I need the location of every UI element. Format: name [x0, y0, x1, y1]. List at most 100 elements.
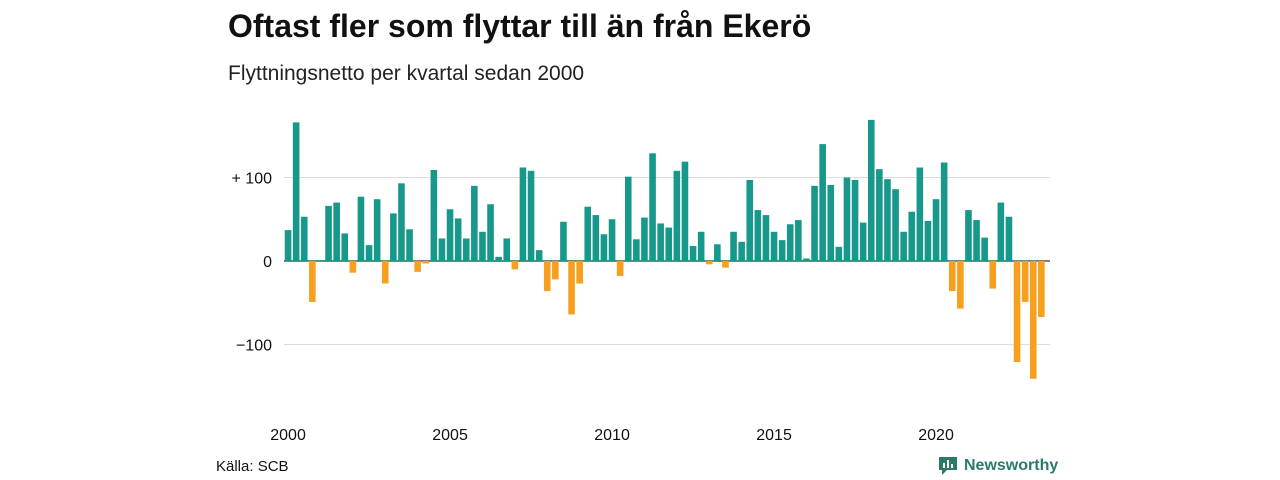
bar: [973, 220, 980, 261]
bar: [892, 189, 899, 261]
bar: [803, 258, 810, 261]
bar: [325, 205, 332, 261]
bar: [503, 238, 511, 261]
bar: [859, 222, 867, 261]
bar: [584, 206, 592, 261]
x-tick-label: 2020: [918, 427, 954, 444]
x-tick-label: 2010: [594, 427, 630, 444]
bar: [1038, 261, 1045, 317]
x-tick-label: 2000: [270, 427, 306, 444]
bar: [495, 256, 502, 261]
bar: [487, 204, 494, 261]
bar: [365, 245, 373, 261]
y-tick-label: + 100: [232, 171, 273, 188]
bar: [390, 213, 397, 261]
bar: [843, 177, 851, 261]
bar: [932, 199, 940, 261]
bar: [924, 220, 932, 261]
bar: [649, 153, 656, 261]
bar: [957, 261, 964, 309]
bar: [446, 209, 454, 261]
bar: [989, 261, 997, 289]
bar: [908, 211, 916, 261]
bar: [746, 180, 754, 261]
brand: Newsworthy: [938, 455, 1058, 477]
bar: [519, 167, 527, 261]
bar: [730, 231, 737, 261]
bar: [940, 162, 948, 261]
bar: [527, 170, 535, 261]
bar: [414, 261, 421, 272]
chart-subtitle: Flyttningsnetto per kvartal sedan 2000: [228, 62, 585, 85]
chart-title: Oftast fler som flyttar till än från Eke…: [228, 8, 812, 44]
bar: [600, 234, 608, 261]
bar: [568, 261, 575, 315]
brand-label: Newsworthy: [964, 457, 1059, 474]
bar: [471, 185, 478, 261]
bar: [697, 231, 705, 261]
bar: [317, 260, 324, 261]
bar: [997, 202, 1005, 261]
bar: [851, 180, 859, 261]
bar: [576, 261, 583, 284]
bar: [349, 261, 357, 273]
bar: [430, 169, 438, 261]
bar: [552, 261, 559, 280]
bar: [705, 261, 713, 265]
bar: [422, 261, 430, 264]
bar: [876, 169, 883, 261]
bar: [535, 250, 543, 261]
bar: [592, 215, 600, 261]
bar: [454, 218, 462, 261]
newsworthy-logo-icon: [939, 457, 957, 475]
bar: [624, 176, 632, 261]
bar: [398, 183, 405, 261]
bar: [300, 216, 308, 261]
bar: [1029, 261, 1037, 379]
bar: [657, 223, 664, 261]
bar: [1005, 216, 1013, 261]
bar: [722, 261, 729, 268]
bar: [795, 220, 802, 261]
bar: [462, 238, 470, 261]
bar: [965, 210, 972, 261]
bar: [543, 261, 551, 292]
bar: [778, 240, 786, 261]
bar: [835, 246, 843, 261]
bar: [1021, 261, 1029, 302]
bar: [867, 119, 875, 261]
bar: [819, 144, 826, 261]
x-tick-label: 2005: [432, 427, 468, 444]
bar: [900, 231, 907, 261]
bar: [292, 122, 300, 261]
bar: [738, 241, 745, 261]
bar: [406, 229, 413, 261]
bar: [284, 230, 292, 261]
source-label: Källa: SCB: [216, 458, 289, 475]
bar: [681, 161, 689, 261]
y-tick-label: −100: [236, 338, 272, 355]
bar: [381, 261, 389, 284]
bar: [341, 233, 349, 261]
bar: [641, 217, 648, 261]
bar: [511, 261, 519, 270]
bar: [948, 261, 956, 292]
bar: [689, 245, 697, 261]
bar: [665, 227, 673, 261]
bar: [479, 231, 486, 261]
bar: [309, 261, 316, 302]
bar: [714, 244, 721, 261]
bar: [560, 221, 567, 261]
bar: [633, 239, 640, 261]
bar: [762, 215, 770, 261]
x-tick-label: 2015: [756, 427, 792, 444]
bar: [608, 219, 616, 261]
bar: [981, 237, 988, 261]
bar: [673, 170, 681, 261]
bar: [827, 185, 835, 261]
bar: [811, 185, 818, 261]
bar: [916, 167, 924, 261]
y-tick-label: 0: [263, 254, 272, 271]
bar: [770, 231, 778, 261]
